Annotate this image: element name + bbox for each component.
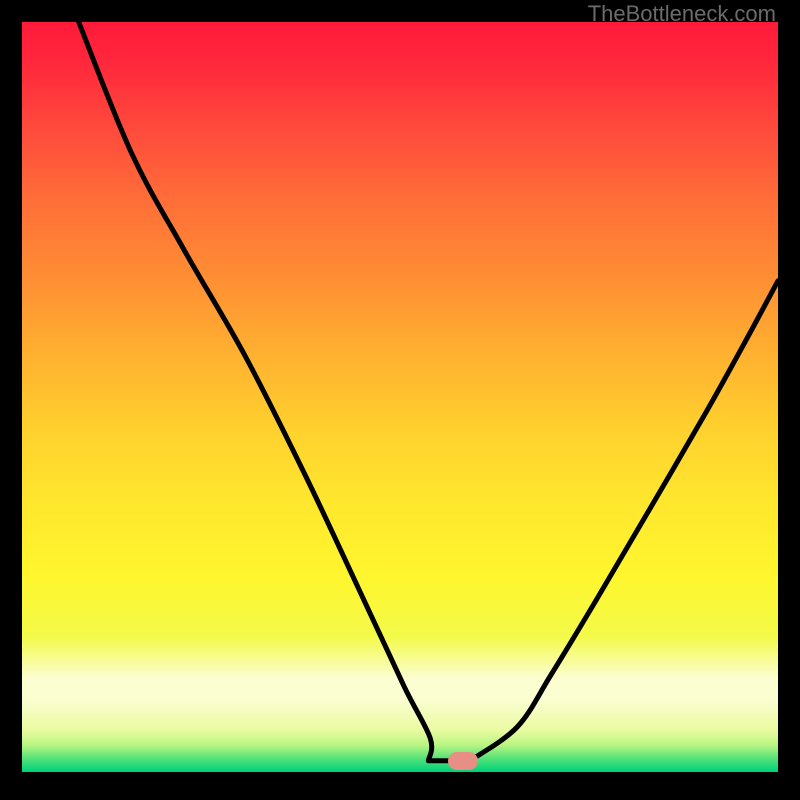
optimal-point-marker <box>448 752 478 770</box>
watermark-text: TheBottleneck.com <box>588 1 776 27</box>
chart-frame: TheBottleneck.com <box>0 0 800 800</box>
bottleneck-curve <box>22 22 778 772</box>
plot-area <box>22 22 778 772</box>
